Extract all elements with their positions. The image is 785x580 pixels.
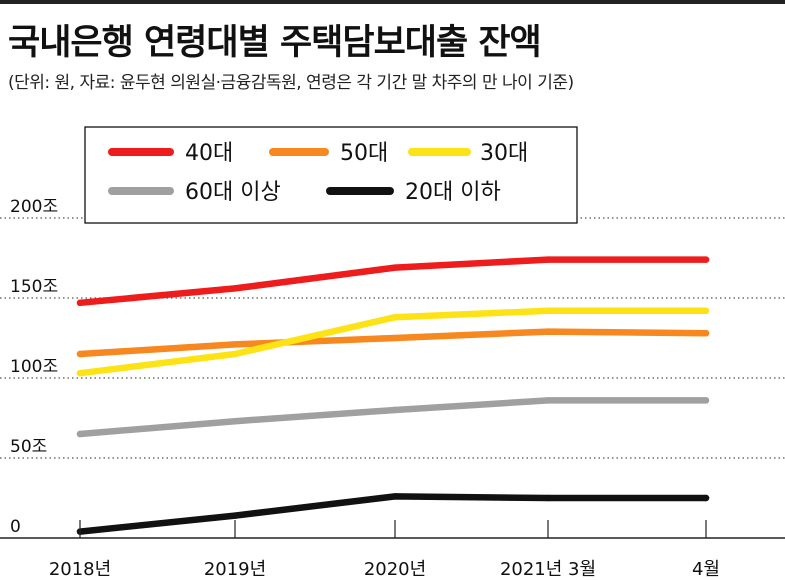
legend-label: 50대 xyxy=(340,141,388,166)
x-tick-label: 2018년 xyxy=(49,559,111,580)
data-point xyxy=(76,430,84,438)
data-point xyxy=(702,397,710,404)
data-point xyxy=(231,512,239,519)
legend-label: 40대 xyxy=(185,141,233,166)
data-point xyxy=(231,341,239,348)
legend-label: 30대 xyxy=(480,141,528,166)
data-point xyxy=(391,406,399,414)
y-axis-ticks: 0 50조 100조 150조 200조 xyxy=(10,197,58,537)
data-point xyxy=(544,494,552,502)
x-tick-label: 4월 xyxy=(692,559,720,580)
legend-label: 20대 이하 xyxy=(405,180,501,205)
data-point xyxy=(544,256,552,263)
series-line-4 xyxy=(76,493,710,535)
series-line-1 xyxy=(76,328,710,358)
series-line-3 xyxy=(76,397,710,438)
data-point xyxy=(231,418,239,425)
y-tick-label: 50조 xyxy=(10,437,47,457)
data-point xyxy=(391,314,399,321)
data-point xyxy=(76,350,84,358)
data-point xyxy=(544,328,552,335)
data-point xyxy=(391,493,399,500)
data-point xyxy=(231,350,239,358)
legend: 40대 50대 30대 60대 이상 20대 이하 xyxy=(84,126,578,224)
data-point xyxy=(391,334,399,342)
legend-label: 60대 이상 xyxy=(185,180,281,205)
chart-subtitle: (단위: 원, 자료: 윤두현 의원실·금융감독원, 연령은 각 기간 말 차주… xyxy=(8,73,574,93)
x-tick-label: 2021년 3월 xyxy=(500,559,596,580)
data-point xyxy=(544,397,552,404)
y-tick-label: 100조 xyxy=(10,357,58,377)
x-axis: 2018년 2019년 2020년 2021년 3월 4월 xyxy=(0,520,785,580)
legend-box xyxy=(84,126,578,224)
top-border xyxy=(0,0,785,4)
series-lines xyxy=(76,256,710,535)
data-point xyxy=(702,330,710,337)
data-point xyxy=(544,307,552,314)
x-tick-label: 2020년 xyxy=(364,559,426,580)
data-point xyxy=(702,256,710,263)
data-point xyxy=(702,494,710,502)
data-point xyxy=(76,299,84,306)
series-line-2 xyxy=(76,307,710,377)
y-tick-label: 200조 xyxy=(10,197,58,217)
y-tick-label: 150조 xyxy=(10,277,58,297)
y-tick-label: 0 xyxy=(10,517,21,537)
chart-title: 국내은행 연령대별 주택담보대출 잔액 xyxy=(8,23,542,63)
data-point xyxy=(702,307,710,314)
data-point xyxy=(391,264,399,271)
data-point xyxy=(76,370,84,377)
data-point xyxy=(231,285,239,292)
x-tick-label: 2019년 xyxy=(204,559,266,580)
